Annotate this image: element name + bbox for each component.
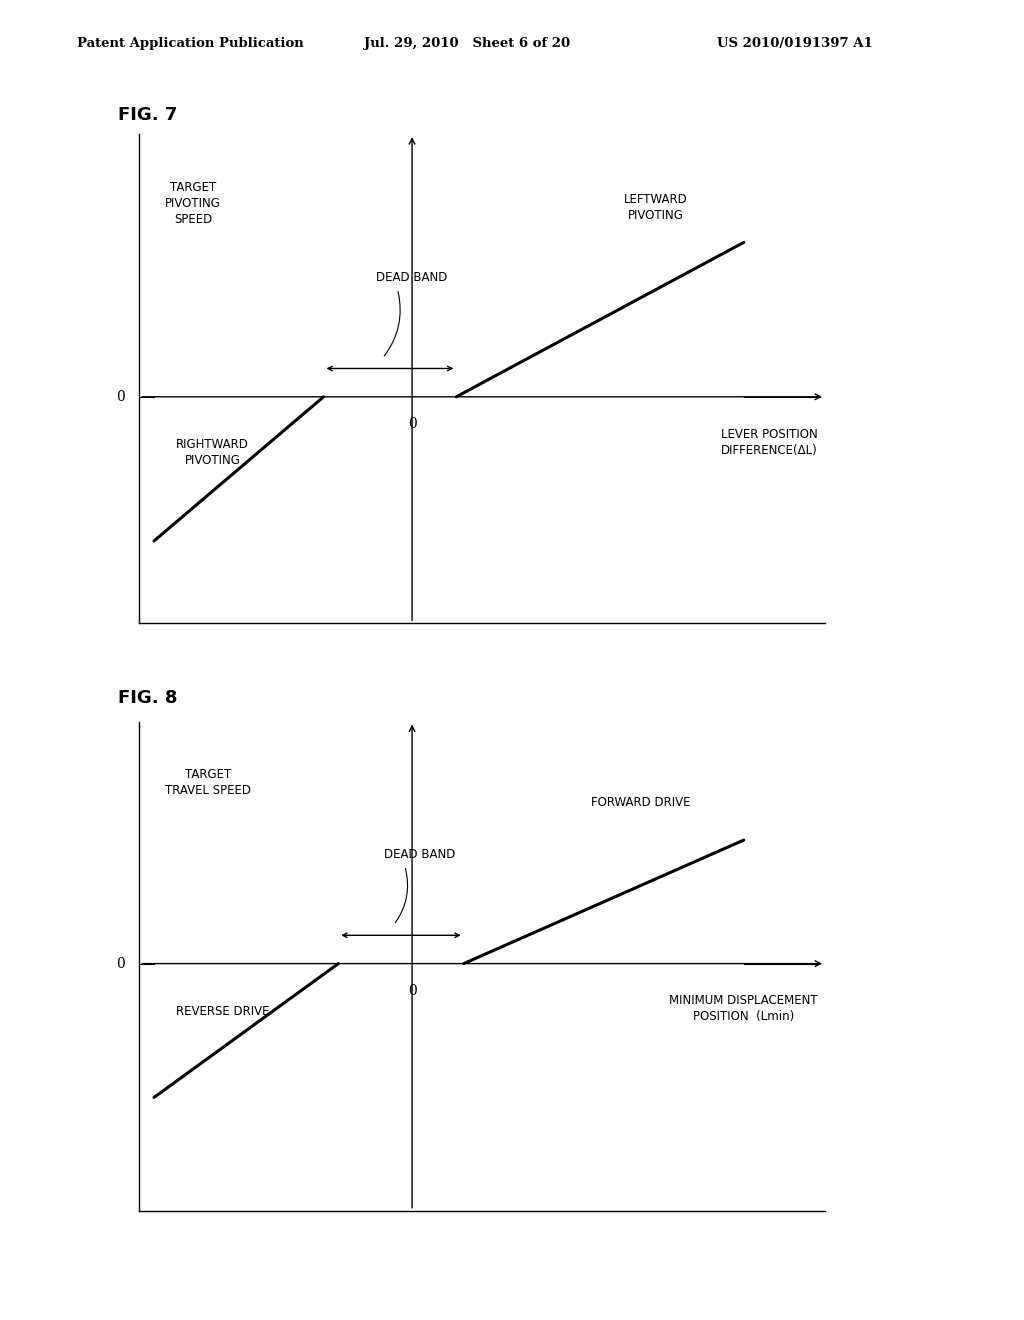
- Text: DEAD BAND: DEAD BAND: [384, 847, 455, 861]
- Text: Jul. 29, 2010   Sheet 6 of 20: Jul. 29, 2010 Sheet 6 of 20: [364, 37, 569, 50]
- Text: 0: 0: [116, 957, 125, 970]
- Text: 0: 0: [408, 417, 417, 432]
- Text: US 2010/0191397 A1: US 2010/0191397 A1: [717, 37, 872, 50]
- Text: REVERSE DRIVE: REVERSE DRIVE: [176, 1005, 269, 1018]
- Text: 0: 0: [408, 985, 417, 998]
- Text: LEVER POSITION
DIFFERENCE(ΔL): LEVER POSITION DIFFERENCE(ΔL): [721, 428, 817, 457]
- Text: 0: 0: [116, 389, 125, 404]
- Text: Patent Application Publication: Patent Application Publication: [77, 37, 303, 50]
- Text: FIG. 7: FIG. 7: [118, 106, 177, 124]
- Text: LEFTWARD
PIVOTING: LEFTWARD PIVOTING: [624, 193, 687, 222]
- Text: FORWARD DRIVE: FORWARD DRIVE: [591, 796, 690, 809]
- Text: RIGHTWARD
PIVOTING: RIGHTWARD PIVOTING: [176, 438, 249, 467]
- Text: TARGET
PIVOTING
SPEED: TARGET PIVOTING SPEED: [165, 181, 221, 226]
- Text: DEAD BAND: DEAD BAND: [377, 271, 447, 284]
- Text: MINIMUM DISPLACEMENT
POSITION  (Lmin): MINIMUM DISPLACEMENT POSITION (Lmin): [669, 994, 817, 1023]
- Text: TARGET
TRAVEL SPEED: TARGET TRAVEL SPEED: [165, 768, 251, 797]
- Text: FIG. 8: FIG. 8: [118, 689, 177, 708]
